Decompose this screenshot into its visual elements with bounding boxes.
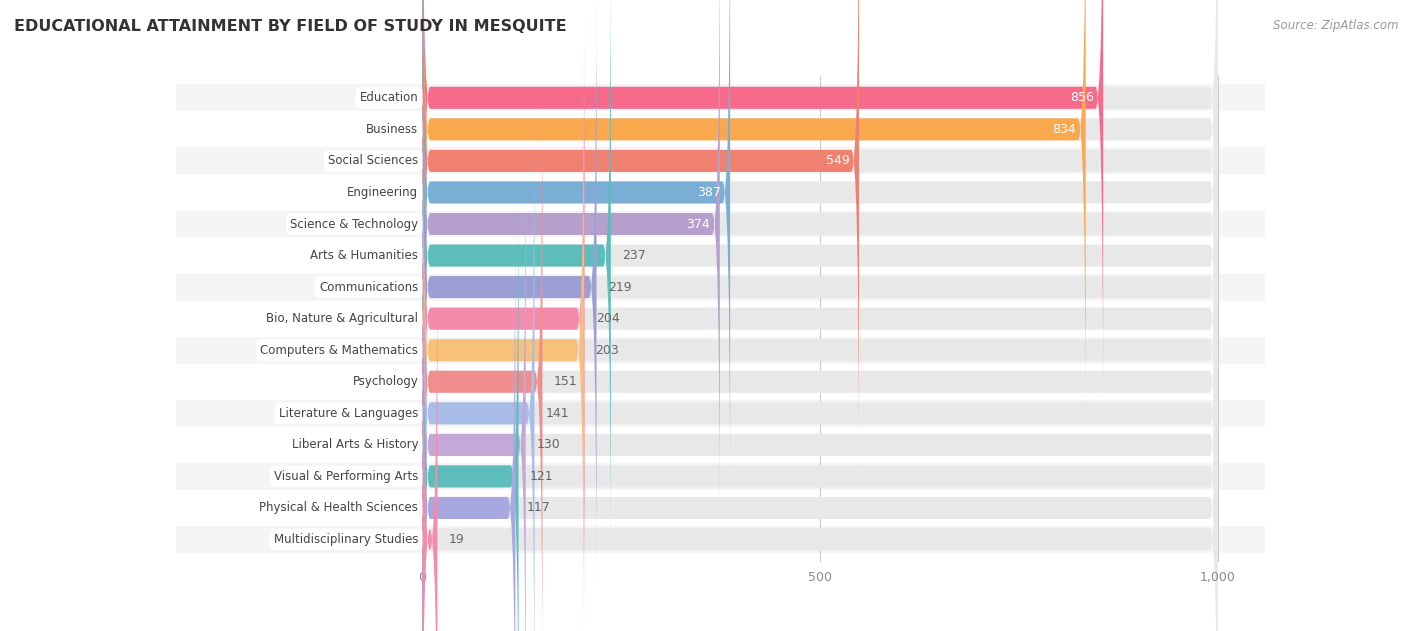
Text: Computers & Mathematics: Computers & Mathematics [260, 344, 419, 357]
Text: 549: 549 [825, 155, 849, 167]
FancyBboxPatch shape [422, 109, 1218, 631]
FancyBboxPatch shape [176, 211, 1265, 237]
FancyBboxPatch shape [176, 179, 1265, 206]
Text: Education: Education [360, 91, 419, 104]
FancyBboxPatch shape [422, 0, 1218, 466]
Text: Arts & Humanities: Arts & Humanities [311, 249, 419, 262]
Text: 117: 117 [526, 502, 550, 514]
Text: 204: 204 [596, 312, 620, 325]
Text: 834: 834 [1052, 123, 1076, 136]
Text: Source: ZipAtlas.com: Source: ZipAtlas.com [1274, 19, 1399, 32]
FancyBboxPatch shape [422, 0, 730, 497]
FancyBboxPatch shape [422, 0, 859, 466]
FancyBboxPatch shape [422, 203, 516, 631]
FancyBboxPatch shape [422, 0, 1104, 403]
Text: Visual & Performing Arts: Visual & Performing Arts [274, 470, 419, 483]
FancyBboxPatch shape [422, 45, 1218, 631]
Text: 219: 219 [607, 281, 631, 293]
FancyBboxPatch shape [176, 337, 1265, 363]
FancyBboxPatch shape [176, 526, 1265, 553]
FancyBboxPatch shape [176, 400, 1265, 427]
FancyBboxPatch shape [422, 0, 1085, 434]
Text: 387: 387 [697, 186, 721, 199]
Text: 141: 141 [546, 407, 569, 420]
Text: 374: 374 [686, 218, 710, 230]
Text: Bio, Nature & Agricultural: Bio, Nature & Agricultural [266, 312, 419, 325]
FancyBboxPatch shape [422, 0, 1218, 403]
FancyBboxPatch shape [422, 14, 1218, 623]
Text: Multidisciplinary Studies: Multidisciplinary Studies [274, 533, 419, 546]
Text: Liberal Arts & History: Liberal Arts & History [291, 439, 419, 451]
FancyBboxPatch shape [422, 77, 1218, 631]
FancyBboxPatch shape [176, 305, 1265, 332]
FancyBboxPatch shape [422, 235, 437, 631]
FancyBboxPatch shape [422, 0, 1218, 592]
FancyBboxPatch shape [422, 77, 543, 631]
Text: 203: 203 [595, 344, 619, 357]
Text: 856: 856 [1070, 91, 1094, 104]
FancyBboxPatch shape [422, 14, 585, 623]
FancyBboxPatch shape [176, 463, 1265, 490]
FancyBboxPatch shape [176, 116, 1265, 143]
Text: 151: 151 [554, 375, 578, 388]
FancyBboxPatch shape [422, 0, 1218, 434]
FancyBboxPatch shape [176, 85, 1265, 111]
Text: EDUCATIONAL ATTAINMENT BY FIELD OF STUDY IN MESQUITE: EDUCATIONAL ATTAINMENT BY FIELD OF STUDY… [14, 19, 567, 34]
Text: Social Sciences: Social Sciences [328, 155, 419, 167]
FancyBboxPatch shape [422, 0, 1218, 497]
FancyBboxPatch shape [422, 45, 583, 631]
FancyBboxPatch shape [422, 172, 519, 631]
Text: Physical & Health Sciences: Physical & Health Sciences [260, 502, 419, 514]
FancyBboxPatch shape [422, 109, 534, 631]
FancyBboxPatch shape [422, 0, 720, 529]
FancyBboxPatch shape [422, 140, 526, 631]
FancyBboxPatch shape [422, 0, 1218, 529]
Text: Engineering: Engineering [347, 186, 419, 199]
FancyBboxPatch shape [176, 242, 1265, 269]
Text: 237: 237 [621, 249, 645, 262]
FancyBboxPatch shape [176, 432, 1265, 458]
Text: Business: Business [366, 123, 419, 136]
FancyBboxPatch shape [422, 140, 1218, 631]
FancyBboxPatch shape [176, 369, 1265, 395]
Text: Science & Technology: Science & Technology [290, 218, 419, 230]
Text: 130: 130 [537, 439, 561, 451]
Text: 121: 121 [530, 470, 554, 483]
Text: 19: 19 [449, 533, 464, 546]
FancyBboxPatch shape [176, 495, 1265, 521]
FancyBboxPatch shape [176, 274, 1265, 300]
FancyBboxPatch shape [422, 203, 1218, 631]
FancyBboxPatch shape [422, 172, 1218, 631]
FancyBboxPatch shape [422, 0, 610, 560]
Text: Psychology: Psychology [353, 375, 419, 388]
Text: Literature & Languages: Literature & Languages [278, 407, 419, 420]
FancyBboxPatch shape [422, 0, 1218, 560]
FancyBboxPatch shape [422, 0, 596, 592]
FancyBboxPatch shape [422, 235, 1218, 631]
FancyBboxPatch shape [176, 148, 1265, 174]
Text: Communications: Communications [319, 281, 419, 293]
